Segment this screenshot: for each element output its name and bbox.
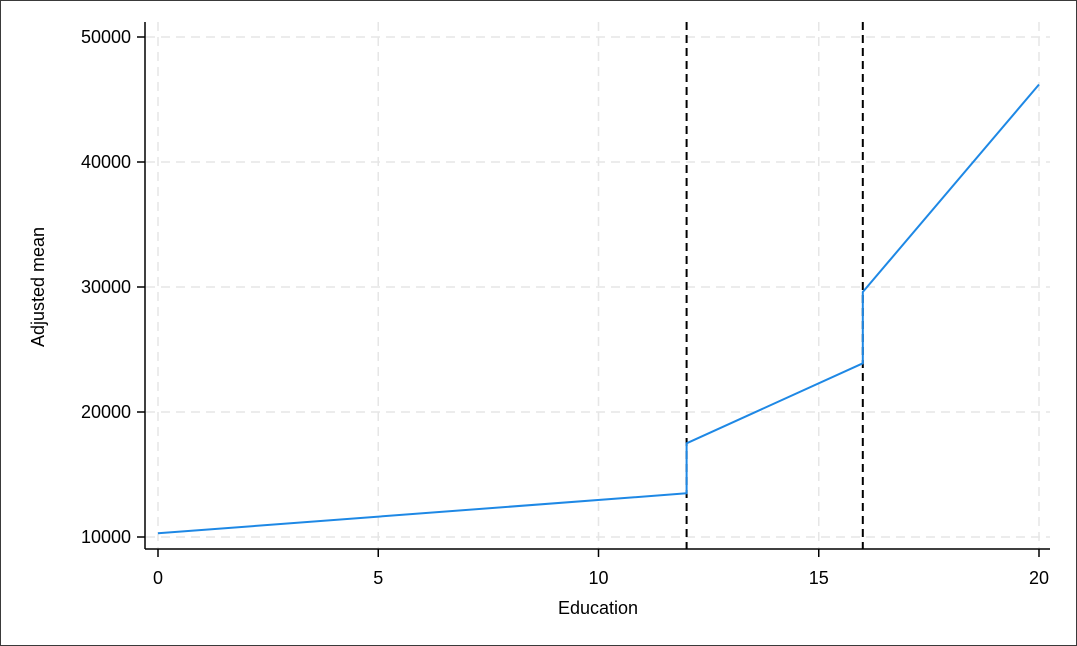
x-tick-label: 0 <box>153 568 163 588</box>
y-tick-label: 50000 <box>81 27 131 47</box>
series-layer <box>157 83 1040 535</box>
x-tick-label: 5 <box>373 568 383 588</box>
axes: 10000 20000 30000 40000 50000 0 5 10 15 20 <box>81 22 1050 588</box>
series-line <box>157 83 1040 535</box>
y-tick-label: 30000 <box>81 277 131 297</box>
y-tick-label: 20000 <box>81 402 131 422</box>
y-tick-label: 10000 <box>81 527 131 547</box>
gridlines <box>146 22 1050 548</box>
x-tick-label: 15 <box>809 568 829 588</box>
x-tick-label: 20 <box>1029 568 1049 588</box>
y-tick-label: 40000 <box>81 152 131 172</box>
x-tick-label: 10 <box>588 568 608 588</box>
y-axis-title: Adjusted mean <box>28 227 48 347</box>
reference-lines <box>685 22 864 549</box>
x-axis-title: Education <box>558 598 638 618</box>
